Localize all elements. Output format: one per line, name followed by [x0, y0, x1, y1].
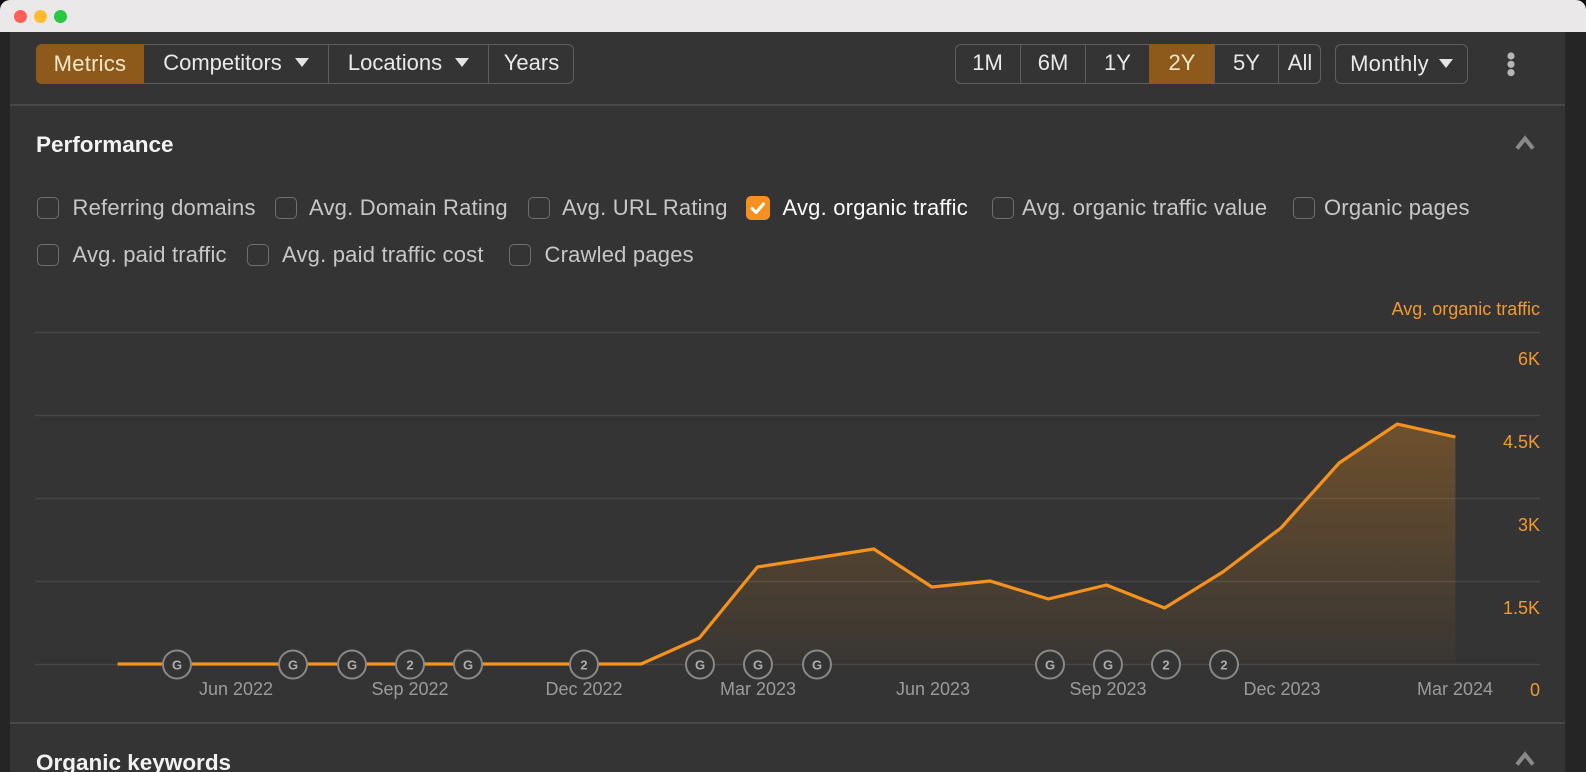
svg-text:2: 2: [1162, 658, 1169, 673]
svg-text:G: G: [347, 658, 357, 673]
svg-text:G: G: [463, 658, 473, 673]
svg-text:1.5K: 1.5K: [1503, 598, 1540, 618]
svg-text:Sep 2022: Sep 2022: [371, 679, 448, 699]
svg-text:0: 0: [1530, 680, 1540, 700]
svg-text:Sep 2023: Sep 2023: [1069, 679, 1146, 699]
svg-text:G: G: [1103, 658, 1113, 673]
svg-text:Jun 2022: Jun 2022: [199, 679, 273, 699]
svg-text:3K: 3K: [1518, 515, 1540, 535]
svg-text:2: 2: [406, 658, 413, 673]
svg-text:4.5K: 4.5K: [1503, 432, 1540, 452]
svg-text:G: G: [812, 658, 822, 673]
svg-text:2: 2: [580, 658, 587, 673]
svg-text:Dec 2022: Dec 2022: [545, 679, 622, 699]
svg-text:Dec 2023: Dec 2023: [1243, 679, 1320, 699]
svg-text:Mar 2023: Mar 2023: [720, 679, 796, 699]
svg-text:2: 2: [1220, 658, 1227, 673]
svg-text:G: G: [288, 658, 298, 673]
svg-text:Jun 2023: Jun 2023: [896, 679, 970, 699]
svg-text:Mar 2024: Mar 2024: [1417, 679, 1493, 699]
svg-text:G: G: [753, 658, 763, 673]
svg-text:G: G: [1045, 658, 1055, 673]
svg-text:6K: 6K: [1518, 349, 1540, 369]
svg-text:Avg. organic traffic: Avg. organic traffic: [1392, 299, 1540, 319]
svg-text:G: G: [695, 658, 705, 673]
svg-text:G: G: [172, 658, 182, 673]
